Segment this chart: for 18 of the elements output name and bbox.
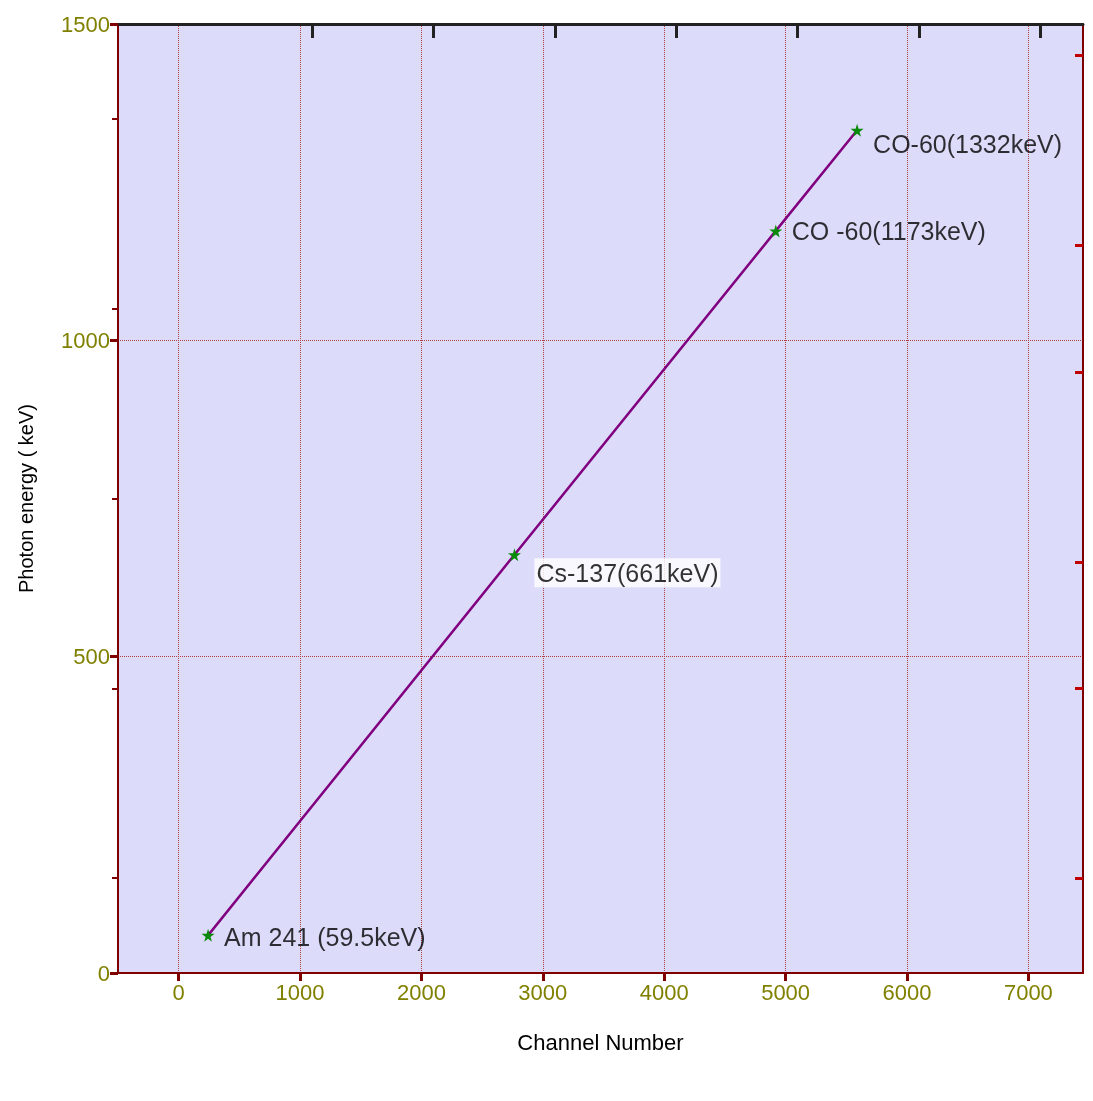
y-tick-label: 1000	[61, 327, 110, 353]
y-tick-label: 0	[97, 960, 110, 986]
y-tick-label: 500	[73, 644, 110, 670]
x-tick-label: 5000	[761, 979, 811, 1005]
annotation: CO -60(1173keV)	[791, 216, 986, 245]
x-tick-label: 2000	[396, 979, 446, 1005]
annotation: Am 241 (59.5keV)	[224, 923, 426, 952]
x-tick-label: 0	[172, 979, 185, 1005]
x-tick-label: 3000	[518, 979, 568, 1005]
x-tick-label: 4000	[639, 979, 689, 1005]
annotation: CO-60(1332keV)	[873, 130, 1063, 159]
x-axis-title: Channel Number	[517, 1029, 684, 1055]
x-tick-label: 7000	[1003, 979, 1053, 1005]
annotation: Cs-137(661keV)	[536, 558, 719, 587]
x-tick-label: 6000	[882, 979, 932, 1005]
x-tick-label: 1000	[275, 979, 325, 1005]
y-tick-label: 1500	[61, 11, 110, 37]
y-axis-title: Photon energy ( keV)	[15, 404, 37, 593]
